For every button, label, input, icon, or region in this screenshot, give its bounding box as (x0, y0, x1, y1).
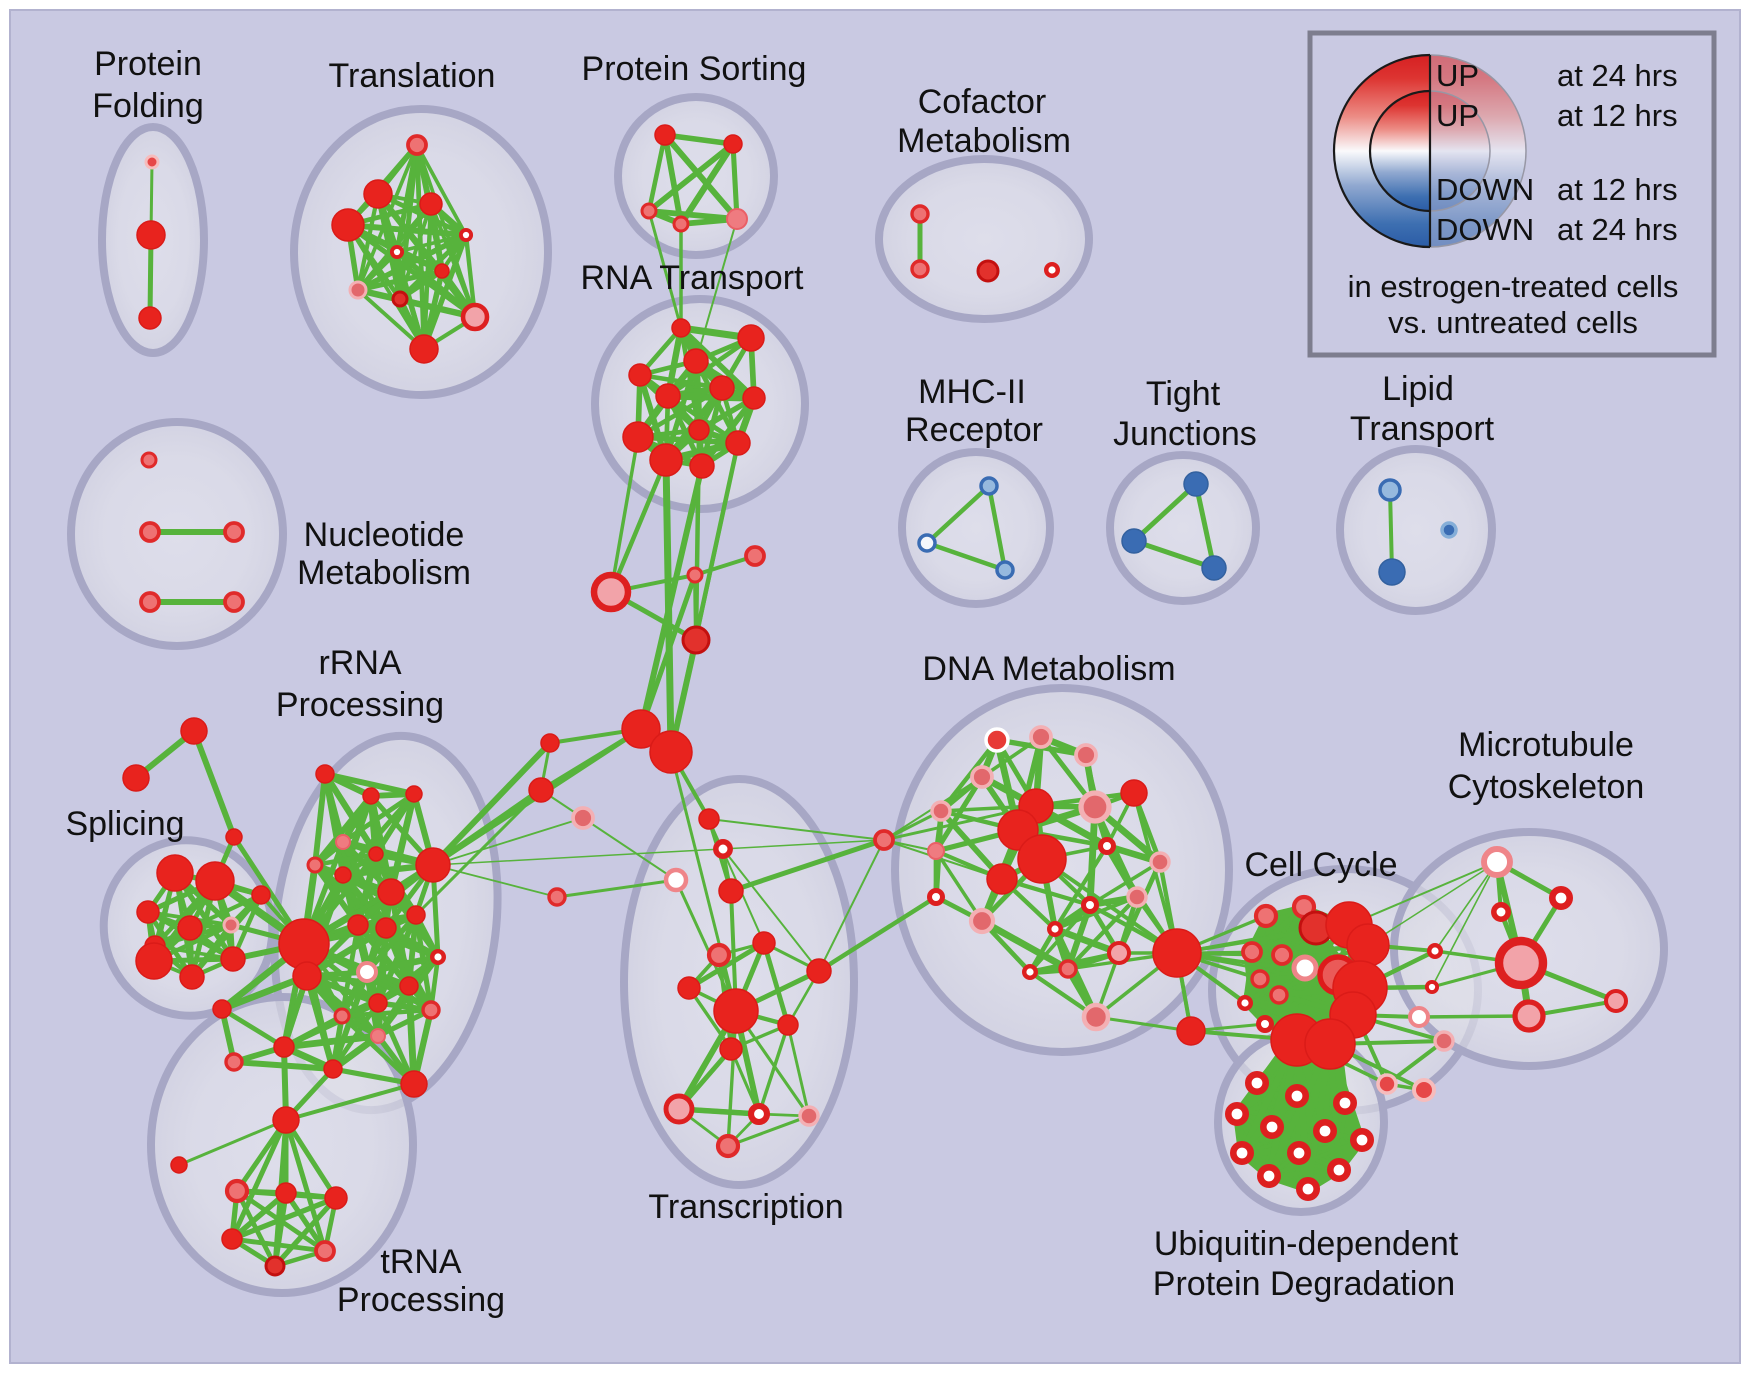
svg-text:Tight: Tight (1146, 375, 1221, 413)
svg-text:Processing: Processing (276, 686, 444, 724)
svg-text:Metabolism: Metabolism (297, 554, 471, 592)
svg-text:Splicing: Splicing (65, 805, 184, 843)
svg-text:Protein: Protein (94, 45, 202, 83)
svg-text:UP: UP (1436, 58, 1479, 93)
svg-text:Metabolism: Metabolism (897, 122, 1071, 160)
svg-text:tRNA: tRNA (380, 1243, 462, 1281)
svg-text:at 24 hrs: at 24 hrs (1557, 212, 1678, 247)
svg-text:rRNA: rRNA (318, 644, 401, 682)
svg-text:Protein Sorting: Protein Sorting (582, 50, 807, 88)
svg-text:Cytoskeleton: Cytoskeleton (1448, 768, 1645, 806)
svg-text:Transcription: Transcription (648, 1188, 843, 1226)
svg-text:DOWN: DOWN (1436, 172, 1534, 207)
svg-text:Translation: Translation (329, 57, 496, 95)
svg-text:DOWN: DOWN (1436, 212, 1534, 247)
svg-text:Folding: Folding (92, 87, 204, 125)
svg-text:Transport: Transport (1350, 410, 1495, 448)
svg-text:Lipid: Lipid (1382, 370, 1454, 408)
svg-text:Nucleotide: Nucleotide (304, 516, 465, 554)
svg-text:vs. untreated cells: vs. untreated cells (1388, 305, 1638, 340)
svg-text:Cell Cycle: Cell Cycle (1244, 846, 1397, 884)
svg-text:at 12 hrs: at 12 hrs (1557, 172, 1678, 207)
svg-text:Junctions: Junctions (1113, 415, 1257, 453)
svg-text:MHC-II: MHC-II (918, 373, 1026, 411)
svg-text:RNA Transport: RNA Transport (581, 259, 805, 297)
svg-text:at 12 hrs: at 12 hrs (1557, 98, 1678, 133)
svg-text:UP: UP (1436, 98, 1479, 133)
svg-text:Processing: Processing (337, 1281, 505, 1319)
svg-text:in estrogen-treated cells: in estrogen-treated cells (1348, 269, 1679, 304)
svg-text:Microtubule: Microtubule (1458, 726, 1634, 764)
svg-text:Cofactor: Cofactor (918, 83, 1047, 121)
svg-text:at 24 hrs: at 24 hrs (1557, 58, 1678, 93)
svg-text:DNA Metabolism: DNA Metabolism (922, 650, 1175, 688)
svg-text:Receptor: Receptor (905, 411, 1043, 449)
svg-text:Ubiquitin-dependent: Ubiquitin-dependent (1154, 1225, 1459, 1263)
svg-text:Protein Degradation: Protein Degradation (1153, 1265, 1455, 1303)
